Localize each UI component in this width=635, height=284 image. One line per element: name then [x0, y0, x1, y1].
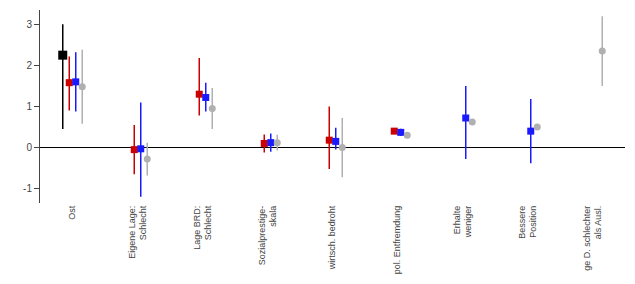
svg-text:-1: -1 — [23, 183, 32, 194]
svg-text:Lage BRD:Schlecht: Lage BRD:Schlecht — [192, 205, 214, 250]
svg-text:Erhalteweniger: Erhalteweniger — [452, 206, 474, 239]
svg-text:Ost: Ost — [67, 205, 77, 220]
svg-text:1: 1 — [26, 101, 32, 112]
svg-text:Sozialprestige-skala: Sozialprestige-skala — [257, 206, 279, 266]
svg-text:2: 2 — [26, 60, 32, 71]
svg-text:pol. Entfremdung: pol. Entfremdung — [392, 206, 402, 275]
svg-text:ge D. schlechterals Ausl.: ge D. schlechterals Ausl. — [582, 206, 604, 271]
svg-text:3: 3 — [26, 19, 32, 30]
svg-text:Eigene Lage:Schlecht: Eigene Lage:Schlecht — [127, 205, 149, 259]
svg-text:wirtsch. bedroht: wirtsch. bedroht — [327, 205, 337, 270]
svg-text:BesserePosition: BesserePosition — [517, 206, 539, 239]
svg-text:0: 0 — [26, 142, 32, 153]
